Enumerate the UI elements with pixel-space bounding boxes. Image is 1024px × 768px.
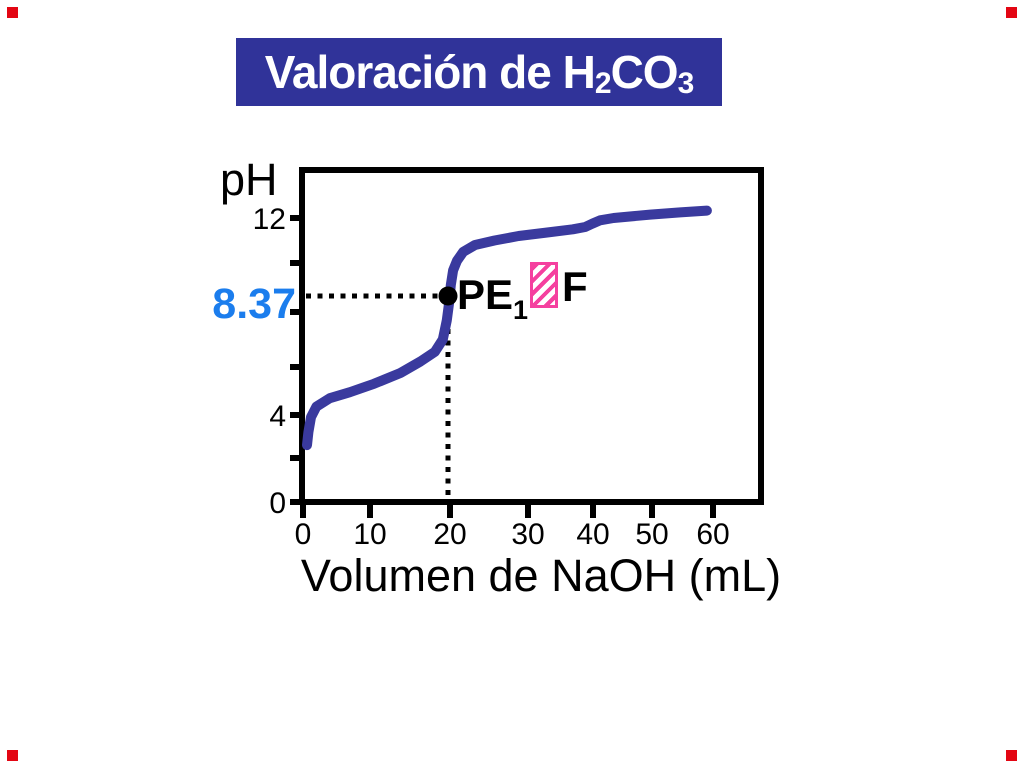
x-tick-label: 0 [295, 518, 312, 551]
x-tick-label: 60 [696, 518, 729, 551]
x-tick-label: 30 [511, 518, 544, 551]
y-axis-label: pH [220, 154, 278, 205]
y-tick-label: 12 [253, 203, 286, 236]
x-tick-label: 10 [353, 518, 386, 551]
titration-curve [302, 205, 712, 451]
slide-title-subscript: 2 [594, 67, 612, 100]
x-tick-label: 40 [576, 518, 609, 551]
corner-mark-bottom-right [1006, 750, 1017, 761]
x-axis-label: Volumen de NaOH (mL) [300, 550, 782, 601]
equivalence-point-label: PE1 [457, 271, 529, 325]
equivalence-dot [438, 286, 458, 306]
corner-mark-top-right [1006, 7, 1017, 18]
equivalence-ph-value: 8.37 [212, 280, 296, 328]
slide-title-text: CO [610, 46, 679, 98]
slide-title-subscript: 3 [677, 67, 695, 100]
indicator-range-swatch [530, 262, 558, 308]
indicator-label: F [562, 263, 588, 310]
y-tick-label: 0 [269, 487, 286, 520]
equivalence-point-label-subscript: 1 [513, 295, 529, 325]
y-tick-label: 4 [269, 400, 286, 433]
slide-title-text: Valoración de H [264, 46, 596, 98]
chart-frame [299, 167, 764, 505]
x-tick-label: 50 [635, 518, 668, 551]
corner-mark-bottom-left [7, 750, 18, 761]
slide-title: Valoración de H 2 CO 3 [236, 38, 722, 106]
x-tick-label: 20 [433, 518, 466, 551]
corner-mark-top-left [7, 7, 18, 18]
